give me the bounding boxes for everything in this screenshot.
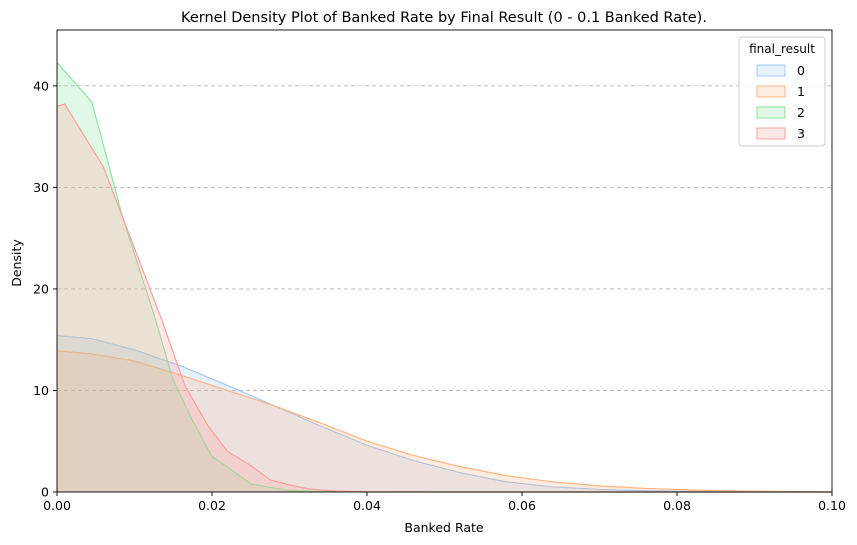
density-line-3 [56, 103, 832, 493]
x-tick-label-4: 0.08 [663, 498, 691, 513]
density-area-3 [57, 104, 832, 492]
legend-swatch-0 [756, 64, 786, 77]
legend-swatch-3 [756, 127, 786, 140]
x-tick-label-2: 0.04 [353, 498, 381, 513]
y-tick-label-2: 20 [33, 281, 49, 296]
x-tick-label-1: 0.02 [198, 498, 226, 513]
legend-label-3: 3 [797, 126, 805, 141]
x-tick-label-0: 0.00 [43, 498, 71, 513]
density-areas [56, 62, 833, 493]
y-axis-label: Density [9, 239, 24, 287]
grid-lines [57, 85, 832, 391]
x-axis-ticks: 0.00 0.02 0.04 0.06 0.08 0.10 [43, 492, 846, 513]
density-area-1 [57, 350, 832, 492]
axes [56, 29, 833, 493]
legend-label-1: 1 [797, 84, 805, 99]
legend-swatch-2 [756, 106, 786, 119]
density-area-2 [57, 62, 832, 492]
chart-title: Kernel Density Plot of Banked Rate by Fi… [181, 10, 707, 26]
plot-frame [56, 29, 833, 493]
y-tick-label-1: 10 [33, 383, 49, 398]
y-tick-label-4: 40 [33, 78, 49, 93]
density-area-0 [57, 335, 832, 492]
legend-label-0: 0 [797, 63, 805, 78]
density-line-1 [56, 350, 833, 493]
x-axis-label: Banked Rate [404, 520, 484, 535]
legend-label-2: 2 [797, 105, 805, 120]
legend-swatch-1 [756, 85, 786, 98]
y-tick-label-0: 0 [41, 485, 49, 500]
x-tick-label-5: 0.10 [818, 498, 846, 513]
legend-title: final_result [749, 42, 815, 56]
x-tick-label-3: 0.06 [508, 498, 536, 513]
y-axis-ticks: 0 10 20 30 40 [33, 78, 57, 500]
legend: final_result 0 1 2 3 [738, 36, 826, 147]
legend-box [738, 36, 826, 147]
y-tick-label-3: 30 [33, 180, 49, 195]
